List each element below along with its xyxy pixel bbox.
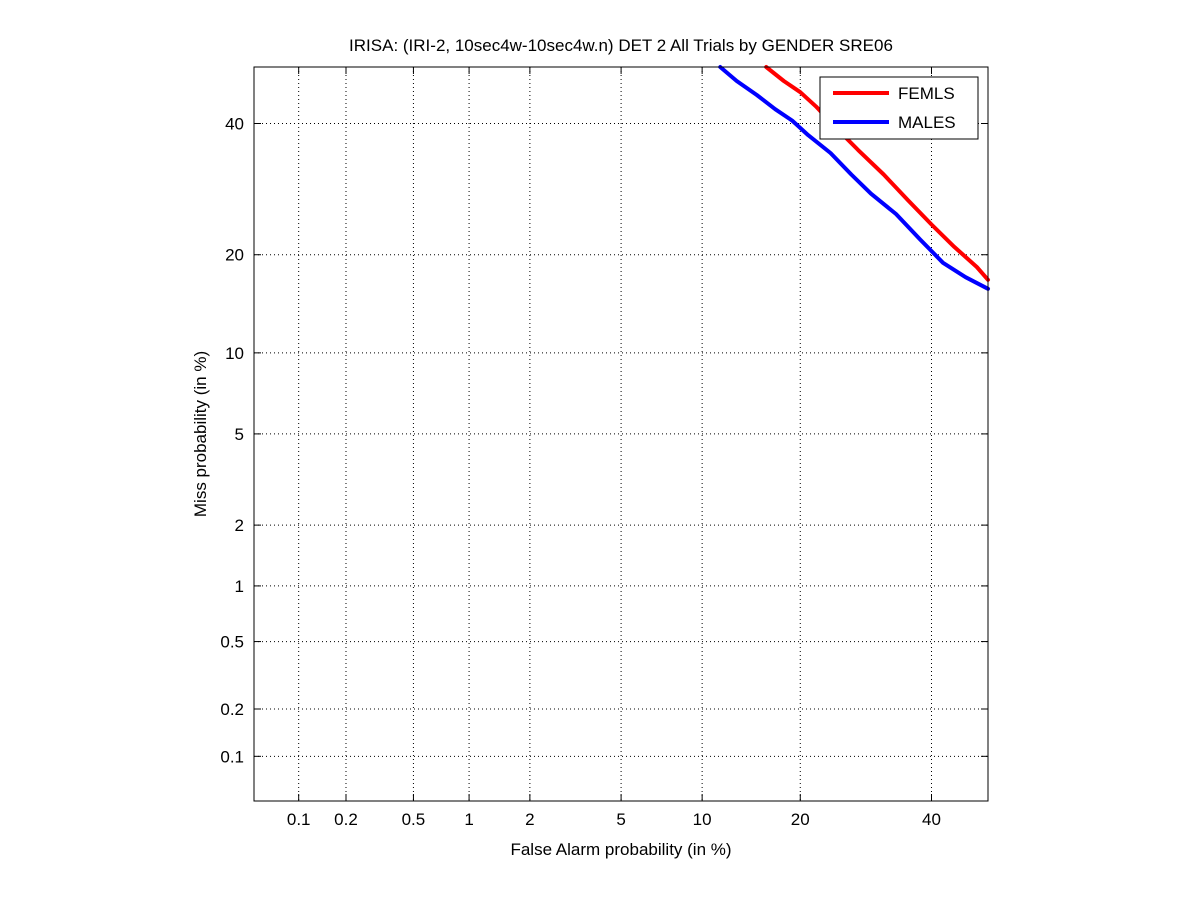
y-tick-label: 10 [225,344,244,363]
x-tick-label: 20 [791,810,810,829]
x-tick-label: 0.2 [334,810,358,829]
y-tick-label: 2 [235,516,244,535]
y-tick-label: 20 [225,246,244,265]
y-tick-label: 0.2 [220,700,244,719]
legend-box [819,76,979,140]
series-line-femls [764,65,990,282]
x-tick-label: 1 [464,810,473,829]
x-tick-label: 0.5 [402,810,426,829]
y-tick-label: 5 [235,425,244,444]
legend-label-males: MALES [898,113,956,132]
x-tick-label: 10 [693,810,712,829]
x-tick-label: 5 [616,810,625,829]
x-ticks: 0.1 0.2 0.5 1 2 5 10 20 40 [287,67,941,829]
y-tick-label: 0.5 [220,633,244,652]
y-tick-label: 1 [235,577,244,596]
series-lines [718,65,990,291]
y-ticks: 0.1 0.2 0.5 1 2 5 10 20 40 [220,115,988,766]
y-tick-label: 0.1 [220,747,244,766]
chart-title: IRISA: (IRI-2, 10sec4w-10sec4w.n) DET 2 … [349,36,893,55]
y-tick-label: 40 [225,115,244,134]
y-axis-label: Miss probability (in %) [191,351,210,517]
x-tick-label: 40 [922,810,941,829]
series-line-males [718,65,990,291]
legend-label-femls: FEMLS [898,84,955,103]
x-tick-label: 0.1 [287,810,311,829]
legend: FEMLS MALES [819,76,979,140]
x-tick-label: 2 [525,810,534,829]
x-axis-label: False Alarm probability (in %) [510,840,731,859]
